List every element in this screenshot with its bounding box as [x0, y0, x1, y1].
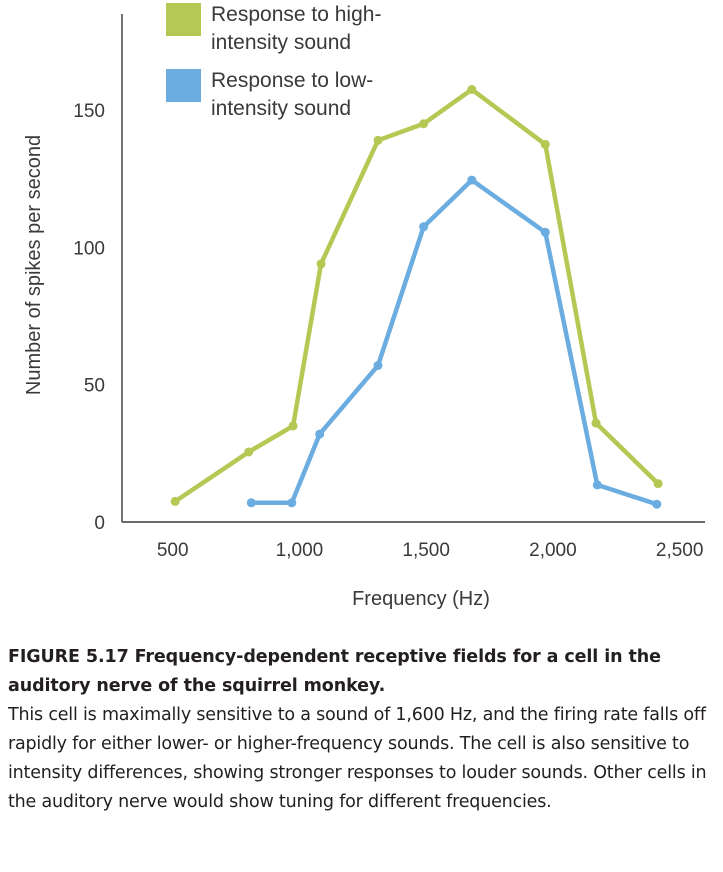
series-layer	[170, 85, 663, 509]
legend-swatch-high-intensity	[166, 3, 201, 36]
series-line-high-intensity	[172, 87, 661, 504]
caption-title: FIGURE 5.17 Frequency-dependent receptiv…	[8, 647, 661, 696]
legend: Response to high- intensity sound Respon…	[166, 3, 381, 120]
data-point-high-intensity	[244, 447, 254, 457]
data-point-high-intensity	[591, 418, 601, 428]
legend-label-low-intensity-line2: intensity sound	[211, 97, 351, 120]
legend-swatch-low-intensity	[166, 69, 201, 102]
data-point-high-intensity	[170, 496, 180, 506]
data-point-low-intensity	[540, 227, 550, 237]
y-tick-label: 50	[84, 376, 105, 397]
data-point-low-intensity	[467, 175, 477, 185]
y-tick-label: 0	[94, 513, 105, 534]
caption-body: This cell is maximally sensitive to a so…	[8, 705, 707, 812]
y-tick-label: 150	[73, 101, 105, 122]
data-point-low-intensity	[373, 361, 383, 370]
x-tick-label: 2,500	[656, 540, 704, 561]
data-point-high-intensity	[288, 421, 298, 431]
data-point-high-intensity	[467, 85, 477, 94]
data-point-low-intensity	[287, 498, 297, 508]
x-axis-title: Frequency (Hz)	[352, 588, 490, 610]
x-tick-label: 1,500	[402, 540, 450, 561]
legend-label-high-intensity-line2: intensity sound	[211, 31, 351, 54]
data-point-low-intensity	[246, 498, 256, 508]
legend-label-low-intensity-line1: Response to low-	[211, 69, 373, 92]
line-chart: 0 50 100 150 500 1,000 1,500 2,000 2,500 Number…	[23, 3, 705, 610]
data-point-high-intensity	[653, 479, 663, 489]
data-point-high-intensity	[373, 135, 383, 145]
axes	[121, 14, 705, 523]
x-tick-labels: 500 1,000 1,500 2,000 2,500	[157, 540, 704, 561]
y-axis-title: Number of spikes per second	[23, 135, 45, 395]
legend-label-high-intensity-line1: Response to high-	[211, 3, 381, 26]
series-line-low-intensity	[249, 177, 660, 507]
data-point-low-intensity	[592, 480, 602, 490]
x-tick-label: 1,000	[276, 540, 324, 561]
y-tick-labels: 0 50 100 150	[73, 101, 105, 534]
data-point-high-intensity	[316, 259, 326, 269]
figure-caption: FIGURE 5.17 Frequency-dependent receptiv…	[8, 643, 720, 817]
data-point-high-intensity	[540, 139, 550, 149]
x-tick-label: 2,000	[529, 540, 577, 561]
data-point-low-intensity	[315, 429, 325, 439]
data-point-low-intensity	[419, 222, 429, 232]
data-point-low-intensity	[652, 499, 662, 509]
y-tick-label: 100	[73, 238, 105, 259]
x-tick-label: 500	[157, 540, 189, 561]
data-point-high-intensity	[419, 119, 429, 129]
